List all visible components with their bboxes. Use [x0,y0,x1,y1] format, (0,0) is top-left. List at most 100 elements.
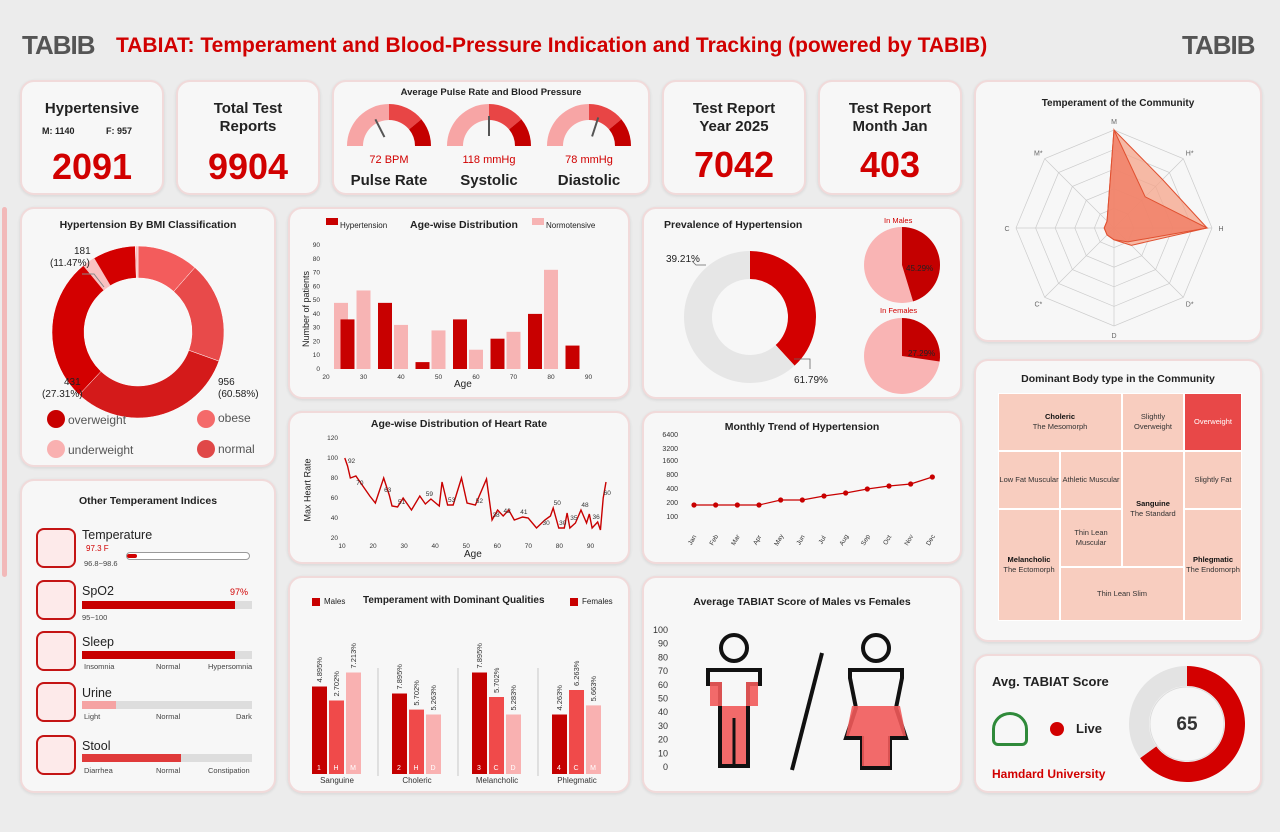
prevalence-pct-a: 39.21% [666,254,700,265]
gauge-arc-mid [389,104,422,130]
heart-point-label: 52 [476,498,484,505]
x-tick: 60 [472,374,480,381]
tempq-bar-tag: C [573,765,578,772]
prev-slice-a [750,251,816,366]
live-label[interactable]: Live [1076,721,1103,736]
kpi-value: 9904 [207,146,289,187]
monthly-title: Monthly Trend of Hypertension [724,421,880,433]
trend-point [713,502,719,508]
body-cell: Choleric The Mesomorph [998,393,1122,451]
radar-axis-label: C* [1034,302,1042,309]
x-tick: Sep [860,533,872,547]
y-tick: 60 [313,283,321,290]
tempq-value-label: 7.213% [349,643,358,669]
radar-axis-label: H* [1186,150,1194,157]
tempq-bar [312,686,327,774]
x-tick: 90 [585,374,593,381]
live-dot-icon[interactable] [1050,722,1064,736]
tempq-bar [346,672,361,774]
x-tick: Jan [687,534,698,547]
stool-jar-icon [36,735,76,775]
bar-normotensive [469,349,483,369]
indices-card: Other Temperament Indices Temperature 97… [20,479,276,793]
x-tick: 20 [322,374,330,381]
y-tick: 3200 [662,446,678,453]
x-tick: Mar [730,533,742,547]
bmi-overweight-value: 431 [64,377,81,388]
tempq-group-name: Choleric [402,776,431,785]
temperature-value: 97.3 F [86,544,109,553]
y-tick: 100 [327,455,338,462]
bar-hypertension [490,338,505,369]
sleep-icon [36,631,76,671]
body-cell: Sanguine The Standard [1122,451,1184,567]
gauge-label-diastolic: Diastolic [557,172,621,189]
page-title: TABIAT: Temperament and Blood-Pressure I… [116,34,988,57]
x-tick: 80 [547,374,555,381]
gauge-label-pulse: Pulse Rate [350,172,428,189]
tempq-bar [586,705,601,774]
x-tick: 70 [525,543,533,550]
tempq-bar-tag: M [590,765,596,772]
y-tick: 30 [313,325,321,332]
heart-xlabel: Age [464,549,482,560]
males-pie-slice [902,227,940,302]
bar-hypertension [528,313,542,369]
y-tick: 60 [331,495,339,502]
heart-point-label: 35 [570,515,578,522]
legend-swatch [47,410,65,428]
legend-obese: obese [218,411,251,425]
tempq-bar [426,714,441,774]
heart-point-label: 50 [554,500,562,507]
gauge-label-systolic: Systolic [460,172,518,189]
tempq-bar [329,700,344,774]
x-tick: 90 [587,543,595,550]
tempq-group-name: Melancholic [476,776,518,785]
tempq-bar-tag: 3 [477,765,481,772]
avg-score-center [1149,686,1225,762]
radar-spoke [1044,158,1115,229]
legend-swatch [197,410,215,428]
body-title: Dominant Body type in the Community [1021,373,1215,385]
trend-point [929,474,935,480]
y-tick: 200 [666,500,678,507]
x-tick: 60 [494,543,502,550]
legend-swatch [197,440,215,458]
scrollbar[interactable] [2,207,7,577]
y-tick: 100 [653,625,668,635]
kpi-label: Reports [219,118,277,135]
y-tick: 100 [666,514,678,521]
bar-hypertension [340,319,355,369]
x-tick: 50 [435,374,443,381]
radar-axis-label: M [1111,119,1117,126]
kpi-month: Test Report Month Jan 403 [818,80,962,195]
kpi-year: Test Report Year 2025 7042 [662,80,806,195]
gauge-value-systolic: 118 mmHg [462,154,516,166]
kpi-female-count: F: 957 [106,126,133,136]
gauge-arc-low [547,104,589,146]
kpi-label: Test Report [848,100,932,117]
tempq-value-label: 7.895% [395,664,404,690]
urine-label: Urine [82,686,112,700]
radar-axis-label: H [1218,226,1223,233]
body-cell: Thin Lean Slim [1060,567,1184,621]
tempq-bar [409,709,424,774]
x-tick: 10 [338,543,346,550]
tempq-bar-tag: H [333,765,338,772]
y-tick: 10 [313,352,321,359]
avg-score-card: Avg. TABIAT Score Live Hamdard Universit… [974,654,1262,793]
legend-overweight: overweight [68,413,127,427]
gauge-needle [374,118,386,138]
gauge-arc-low [347,104,389,146]
spo2-bar [82,601,252,609]
x-tick: 20 [369,543,377,550]
age-dist-chart: 0 10 20 30 40 50 60 70 80 90 20 30 40 50 60 70 80 90 [313,218,593,381]
monthly-chart: 6400 3200 1600 800 400 200 100 Jan Feb Mar Apr May J… [662,432,937,547]
body-cell: Phlegmatic The Endomorph [1184,509,1242,621]
bar-hypertension [453,319,467,369]
heart-point-label: 42 [504,508,512,515]
legend-males: Males [324,597,346,606]
stool-mid: Normal [156,766,181,775]
tempq-value-label: 5.283% [509,685,518,711]
